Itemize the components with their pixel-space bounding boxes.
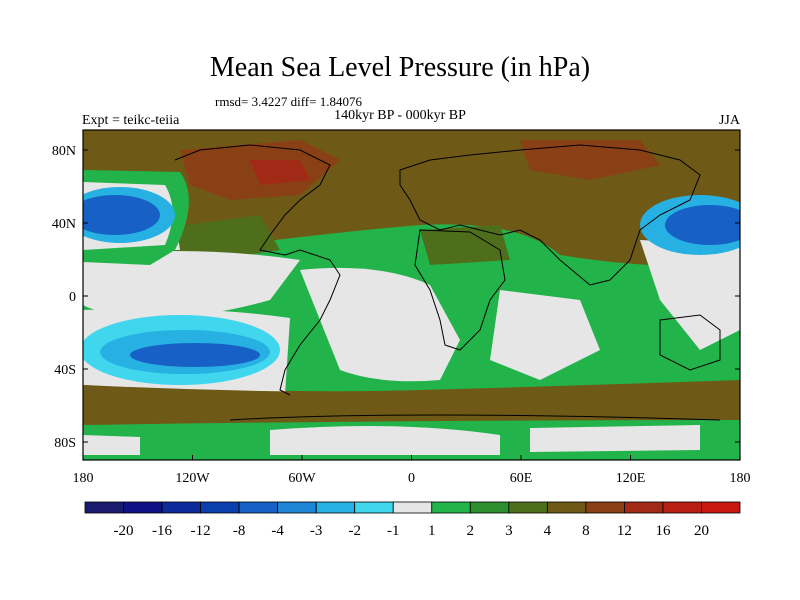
field-blue-low-1-core [83,195,160,235]
colorbar-label-11: 4 [544,523,552,539]
colorbar-label-12: 8 [582,523,590,539]
lon-label-120w: 120W [175,471,210,486]
experiment-label: Expt = teikc-teiia [82,113,180,128]
colorbar-swatch-3 [200,501,240,514]
lat-axis: 80N 40N 0 40S 80S [52,144,740,451]
field-red-siberia [520,140,660,180]
field-antarctic-grey-2 [530,425,700,452]
map-title: Mean Sea Level Pressure (in hPa) [209,52,591,83]
field-southern-brown [83,385,740,425]
field-blue-low-3-core [130,343,260,367]
coast-africa [414,229,506,351]
colorbar-label-5: -3 [310,523,323,539]
colorbar-swatch-15 [662,501,702,514]
field-green-arc [83,170,189,265]
field-grey-atlantic [300,267,460,382]
lon-label-180-west: 180 [73,471,94,486]
colorbar-label-0: -20 [114,523,134,539]
colorbar-label-8: 1 [428,523,436,539]
field-antarctic-grey-1 [270,426,500,455]
colorbar-swatch-7 [354,501,394,514]
lat-label-0: 0 [69,290,76,305]
colorbar-swatch-11 [508,501,548,514]
coast-americas [174,144,341,396]
colorbar-label-6: -2 [348,523,361,539]
coastlines [174,144,721,421]
field-grey-pacific [83,251,300,316]
colorbar-swatch-2 [161,501,201,514]
colorbar-swatch-5 [277,501,317,514]
colorbar-swatch-14 [624,501,664,514]
lon-axis: 180 120W 60W 0 60E 120E 180 [73,455,751,486]
colorbar-label-13: 12 [617,523,632,539]
colorbar-swatch-8 [392,501,433,514]
colorbar-label-15: 20 [694,523,709,539]
lon-label-60e: 60E [510,471,533,486]
lat-label-80s: 80S [54,436,76,451]
field-grey-west-pacific [640,240,740,350]
field-grey-indian [490,290,600,380]
subtitle: 140kyr BP - 000kyr BP [334,108,466,123]
colorbar-label-14: 16 [655,523,671,539]
lat-label-40n: 40N [52,217,76,232]
field-darkgreen-2 [420,225,510,265]
colorbar: -20 -16 -12 -8 -4 -3 -2 -1 1 2 3 4 8 12 16 20 [84,501,741,539]
lon-label-120e: 120E [616,471,646,486]
lat-label-40s: 40S [54,363,76,378]
lat-label-80n: 80N [52,144,76,159]
colorbar-label-2: -12 [191,523,211,539]
colorbar-swatch-13 [585,501,625,514]
lon-label-0: 0 [408,471,415,486]
field-antarctic-grey-3 [83,435,140,455]
stats-text: rmsd= 3.4227 diff= 1.84076 [215,94,362,109]
colorbar-swatch-12 [546,501,587,514]
colorbar-label-1: -16 [152,523,172,539]
coast-australia [659,314,721,371]
season-label: JJA [718,113,740,128]
colorbar-label-7: -1 [387,523,400,539]
colorbar-swatch-1 [123,501,163,514]
lon-label-180-east: 180 [730,471,751,486]
map-field [83,130,740,460]
colorbar-swatch-6 [315,501,356,514]
colorbar-swatch-9 [431,501,471,514]
lon-label-60w: 60W [288,471,316,486]
coast-antarctica [229,414,721,421]
colorbar-swatch-16 [701,501,741,514]
colorbar-label-10: 3 [505,523,513,539]
colorbar-label-3: -8 [233,523,246,539]
colorbar-swatch-4 [238,501,279,514]
coast-eurasia [399,144,701,286]
colorbar-label-4: -4 [271,523,284,539]
field-blue-low-2-core [665,205,740,245]
colorbar-swatch-0 [84,501,124,514]
colorbar-label-9: 2 [467,523,475,539]
colorbar-swatch-10 [469,501,510,514]
field-dark-red [250,160,310,185]
